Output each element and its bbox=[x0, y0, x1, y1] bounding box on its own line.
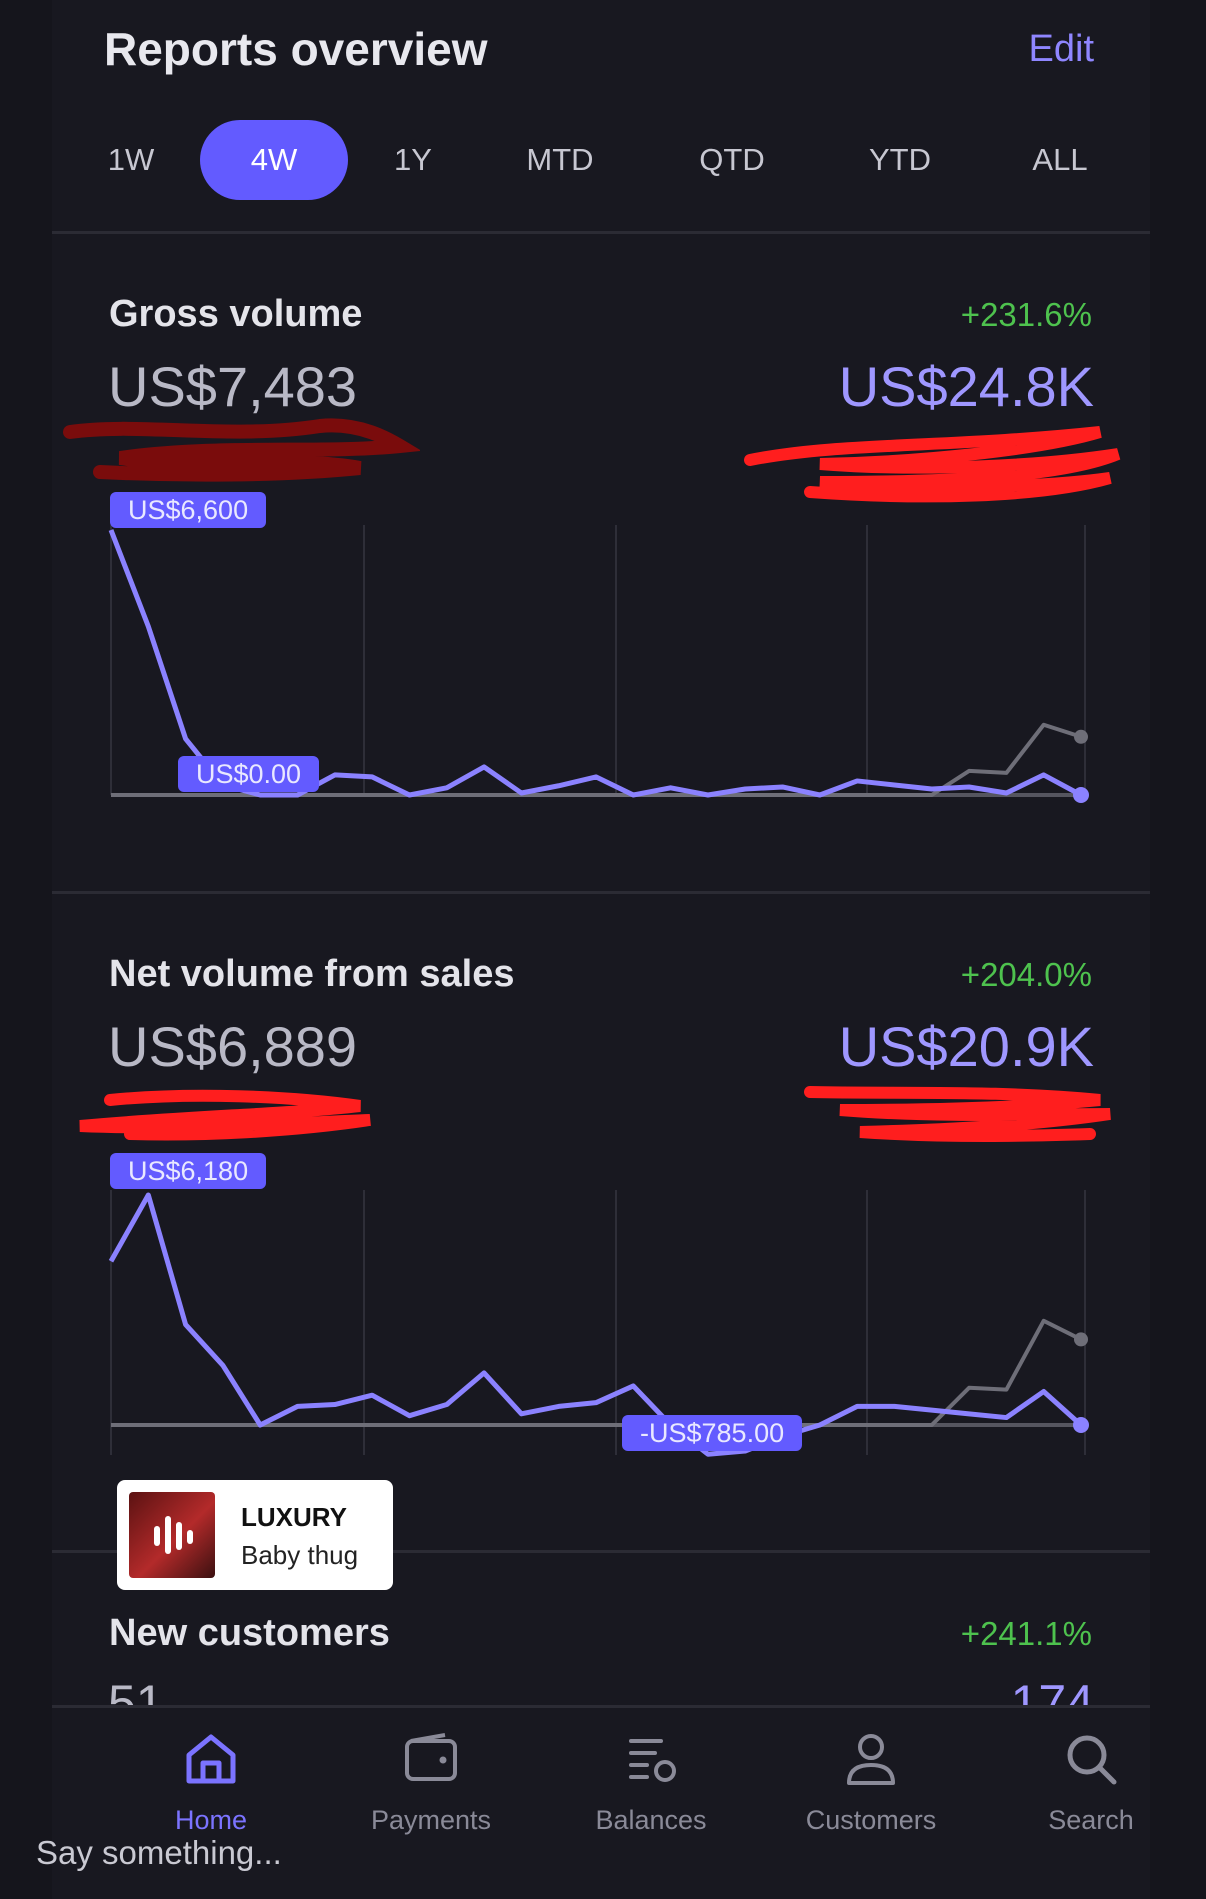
period-selector: 1W 4W 1Y MTD QTD YTD ALL bbox=[0, 120, 1206, 200]
net-volume-chart bbox=[108, 1190, 1089, 1457]
period-all[interactable]: ALL bbox=[1032, 142, 1088, 177]
music-title: LUXURY bbox=[241, 1502, 347, 1532]
gross-volume-current: US$24.8K bbox=[838, 355, 1094, 418]
period-ytd[interactable]: YTD bbox=[869, 142, 931, 177]
net-volume-min-tooltip: -US$785.00 bbox=[622, 1415, 803, 1451]
previous-period-end-point bbox=[1074, 729, 1088, 744]
current-period-end-point bbox=[1073, 1417, 1089, 1433]
redaction-scribble bbox=[744, 426, 1121, 503]
net-volume-title: Net volume from sales bbox=[109, 953, 515, 995]
balances-icon bbox=[629, 1739, 676, 1782]
tab-home[interactable]: Home bbox=[101, 1705, 321, 1855]
period-1w[interactable]: 1W bbox=[107, 142, 155, 177]
current-period-line bbox=[108, 529, 1083, 798]
edit-button[interactable]: Edit bbox=[1028, 28, 1094, 70]
tab-balances[interactable]: Balances bbox=[541, 1705, 761, 1855]
sound-wave-icon bbox=[154, 1516, 193, 1554]
tab-payments[interactable]: Payments bbox=[321, 1705, 541, 1855]
new-customers-change: +241.1% bbox=[960, 1615, 1092, 1652]
gross-volume-change: +231.6% bbox=[960, 296, 1092, 333]
home-icon bbox=[186, 1734, 236, 1784]
divider bbox=[52, 891, 1150, 894]
person-icon bbox=[847, 1734, 895, 1785]
album-art bbox=[129, 1492, 215, 1578]
period-4w[interactable]: 4W bbox=[200, 120, 348, 200]
search-icon bbox=[1067, 1735, 1117, 1785]
tab-balances-label: Balances bbox=[595, 1805, 707, 1835]
period-1y[interactable]: 1Y bbox=[394, 142, 432, 177]
tab-bar: Home Payments Balances bbox=[52, 1705, 1150, 1899]
net-volume-current: US$20.9K bbox=[838, 1015, 1094, 1078]
gross-volume-max-tooltip: US$6,600 bbox=[110, 492, 267, 528]
previous-period-end-point bbox=[1074, 1332, 1088, 1347]
redaction-scribble bbox=[79, 1089, 371, 1141]
tab-customers[interactable]: Customers bbox=[761, 1705, 981, 1855]
current-period-line bbox=[108, 1192, 1083, 1457]
comment-input[interactable]: Say something... bbox=[36, 1834, 282, 1871]
net-volume-change: +204.0% bbox=[960, 956, 1092, 993]
gross-volume-title: Gross volume bbox=[109, 293, 363, 335]
redaction-scribble bbox=[804, 1086, 1111, 1142]
net-volume-max-tooltip: US$6,180 bbox=[110, 1153, 267, 1189]
gross-volume-min-tooltip: US$0.00 bbox=[178, 756, 320, 792]
current-period-end-point bbox=[1073, 787, 1089, 803]
tab-search[interactable]: Search bbox=[981, 1705, 1201, 1855]
tab-home-label: Home bbox=[174, 1805, 248, 1835]
tab-payments-label: Payments bbox=[370, 1805, 492, 1835]
tab-customers-label: Customers bbox=[805, 1805, 937, 1835]
music-card[interactable]: LUXURY Baby thug bbox=[117, 1480, 393, 1590]
tab-search-label: Search bbox=[1048, 1805, 1134, 1835]
divider bbox=[52, 1705, 1150, 1708]
period-qtd[interactable]: QTD bbox=[699, 142, 765, 177]
net-volume-previous: US$6,889 bbox=[108, 1015, 358, 1078]
new-customers-title: New customers bbox=[109, 1612, 390, 1654]
wallet-icon bbox=[405, 1733, 457, 1781]
music-artist: Baby thug bbox=[241, 1540, 359, 1570]
period-mtd[interactable]: MTD bbox=[526, 142, 594, 177]
divider bbox=[52, 231, 1150, 234]
gross-volume-chart bbox=[108, 525, 1089, 803]
redaction-scribble bbox=[63, 418, 420, 482]
page-title: Reports overview bbox=[104, 23, 488, 75]
gross-volume-previous: US$7,483 bbox=[108, 355, 358, 418]
previous-period-line bbox=[111, 1318, 1082, 1427]
divider bbox=[52, 1550, 1150, 1553]
